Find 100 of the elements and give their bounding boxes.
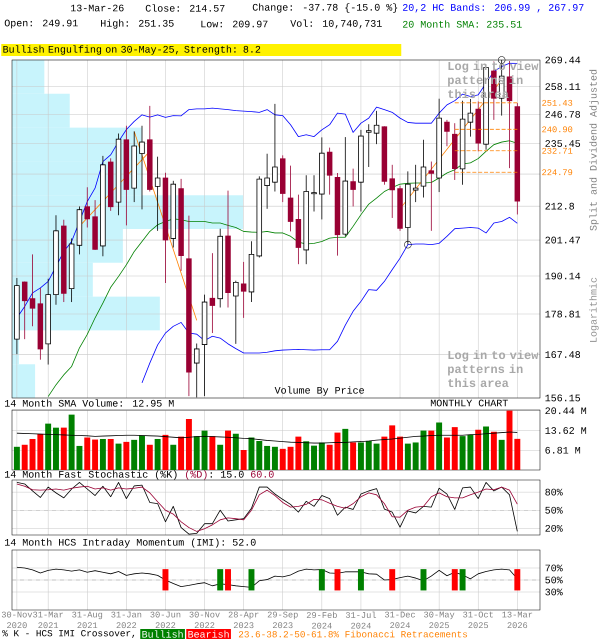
y-tick-label: 13.62 M — [545, 427, 586, 434]
candlestick — [412, 164, 418, 202]
y-tick-label: 246.78 — [545, 110, 580, 118]
candlestick — [233, 280, 239, 344]
y-tick-label: 30% — [545, 588, 563, 596]
candlestick — [288, 165, 294, 232]
y-tick-label: 178.81 — [545, 310, 580, 318]
x-tick-label: 30-Jun 2022 — [150, 612, 180, 628]
bar — [498, 440, 505, 470]
bar — [303, 441, 310, 470]
y-tick-label: 70% — [545, 564, 563, 572]
bar — [483, 426, 490, 470]
series-label: 14 Month Fast Stochastic (%K) — [5, 470, 177, 480]
text: % K - HCS IMI Crossover, — [2, 630, 134, 638]
bar — [30, 438, 36, 470]
x-tick-label: 31-Mar 2021 — [33, 612, 63, 628]
y-tick-label: 201.47 — [545, 236, 580, 244]
bar — [506, 410, 512, 470]
text: Close: 214.57 — [146, 4, 224, 12]
bar — [131, 440, 138, 470]
bar — [490, 432, 497, 470]
y-tick-label: 20.44 M — [545, 407, 586, 414]
candlestick — [311, 174, 317, 212]
bar — [123, 442, 130, 470]
bar — [475, 430, 482, 470]
candlestick — [326, 147, 332, 196]
bar — [100, 438, 106, 470]
bar — [397, 436, 404, 470]
x-tick-label: 30-Nov 2020 — [2, 612, 32, 628]
bar — [108, 438, 114, 470]
bar — [428, 430, 434, 470]
text: 14 Month SMA Volume: 12.95 M — [5, 399, 174, 407]
candlestick — [444, 119, 450, 147]
candlestick — [240, 262, 246, 318]
text: 232.71 — [542, 148, 572, 154]
x-tick-label: 31-Jul 2024 — [346, 612, 376, 629]
candlestick — [139, 125, 145, 210]
y-tick-label: 50% — [545, 576, 563, 584]
y-tick-label: 6.81 M — [545, 446, 580, 454]
bar — [374, 444, 380, 470]
x-tick-label: 31-Dec 2024 — [384, 612, 415, 628]
bar — [139, 436, 145, 470]
bar — [60, 428, 67, 470]
text: 20,2 HC Bands: 206.99 , 267.97 — [402, 4, 584, 13]
bar — [444, 438, 450, 470]
bar — [53, 428, 59, 470]
y-tick-label: 190.14 — [545, 272, 580, 280]
x-tick-label: 29-Feb 2024 — [306, 612, 337, 629]
text: 224.79 — [542, 169, 572, 176]
bar — [452, 427, 458, 470]
bar — [76, 446, 82, 470]
x-tick-label: 31-Jan 2022 — [111, 612, 142, 628]
x-tick-label: 29-Sep 2023 — [268, 612, 298, 628]
bar — [366, 441, 372, 470]
bar — [240, 450, 247, 470]
y-tick-label: 156.15 — [545, 394, 580, 402]
bar — [217, 444, 224, 470]
candlestick — [264, 153, 270, 210]
candlestick — [468, 98, 474, 137]
bar — [116, 444, 122, 470]
bar — [420, 430, 426, 470]
annotation: Volume By Price — [274, 386, 364, 396]
bar — [358, 442, 364, 470]
y-tick-label: 235.45 — [545, 140, 580, 147]
bar — [288, 446, 294, 470]
y-tick-label: 212.8 — [545, 202, 574, 210]
y-axis-title: Split and Dividend Adjusted — [589, 70, 599, 231]
text: Low: 209.97 — [201, 20, 268, 28]
bar — [162, 434, 168, 470]
y-tick-label: 80% — [545, 488, 563, 496]
bar — [318, 442, 325, 470]
text: 240.90 — [542, 126, 572, 132]
bar — [186, 418, 192, 470]
candlestick — [154, 156, 160, 232]
bar — [154, 438, 161, 470]
text: 60.0 — [251, 470, 274, 478]
bar — [460, 436, 466, 470]
x-tick-label: 30-May 2025 — [424, 612, 454, 628]
candlestick — [374, 110, 380, 145]
text: High: 251.35 — [101, 19, 174, 29]
text: Vol: 10,740,731 — [290, 20, 382, 29]
y-tick-label: 269.44 — [545, 56, 580, 64]
candlestick — [366, 124, 372, 168]
y-tick-label: 167.48 — [545, 351, 580, 358]
bar — [272, 446, 278, 470]
bar — [170, 444, 176, 470]
text: 13-Mar-26 — [71, 4, 124, 12]
candlestick — [350, 168, 356, 207]
x-tick-label: 28-Apr 2023 — [228, 612, 258, 628]
x-tick-label: 13-Mar 2026 — [502, 612, 532, 628]
bar — [326, 444, 333, 470]
y-tick-label: 50% — [545, 506, 563, 514]
text: Bullish Engulfing on 30-May-25, Strength: 8.2 — [3, 45, 260, 55]
candlestick — [210, 252, 216, 334]
bar — [342, 428, 348, 470]
text: Bearish — [188, 630, 229, 638]
bar — [514, 438, 520, 470]
x-tick-label: 31-Oct 2025 — [463, 612, 493, 628]
text: Logarithmic — [589, 278, 599, 342]
text: Bullish — [142, 630, 183, 638]
